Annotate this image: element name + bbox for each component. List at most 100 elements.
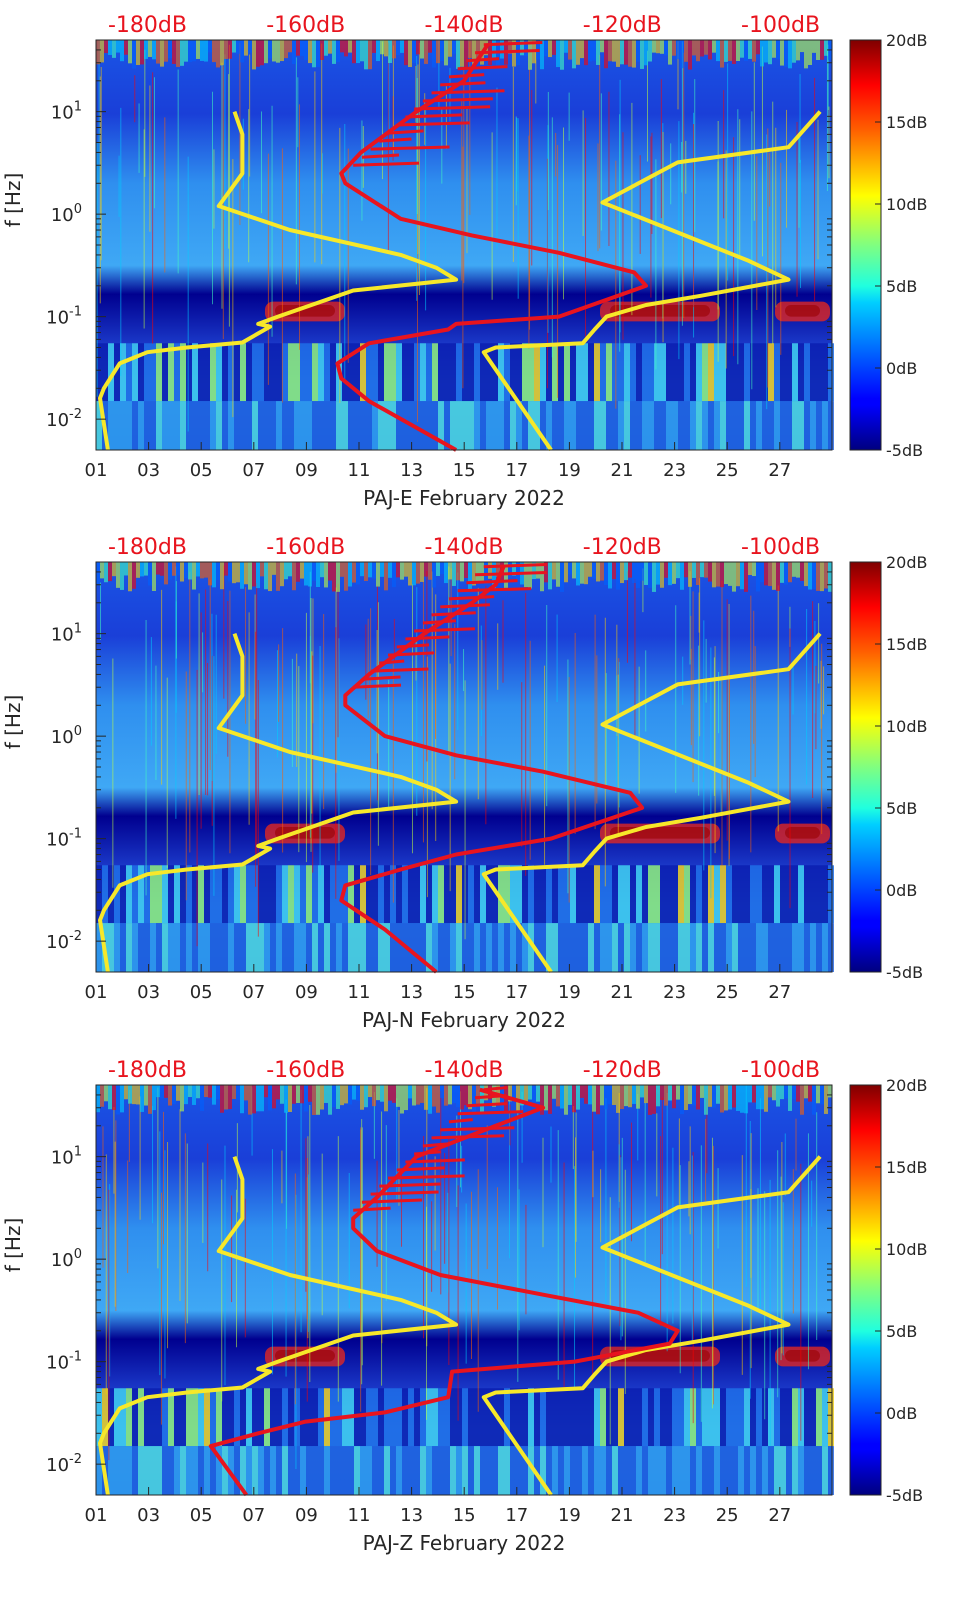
top-db-tick-label: -180dB (108, 1058, 187, 1083)
colorbar-tick-label: 20dB (886, 1076, 928, 1095)
colorbar-tick-label: 10dB (886, 717, 928, 736)
x-tick-label: 09 (295, 460, 318, 481)
colorbar-tick-label: 0dB (886, 1404, 917, 1423)
colorbar-tick-label: 20dB (886, 553, 928, 572)
x-tick-label: 05 (190, 1505, 213, 1526)
spectrogram-heatmap (96, 562, 834, 972)
noise-model-curve-red-jitter (353, 563, 547, 689)
x-tick-label: 07 (242, 1505, 265, 1526)
x-tick-label: 25 (716, 1505, 739, 1526)
x-axis-label: PAJ-E February 2022 (363, 486, 565, 510)
y-tick-label: 10-1 (46, 305, 82, 329)
noise-model-curve-yellow-1 (481, 1155, 822, 1497)
x-tick-label: 25 (716, 460, 739, 481)
x-axis-ticks: 01 03 05 07 09 11 13 15 17 19 21 23 25 27 (85, 442, 791, 481)
colorbar-tick-label: 15dB (886, 1158, 928, 1177)
colorbar-tick-label: 20dB (886, 31, 928, 50)
y-tick-label: 10-1 (46, 827, 82, 851)
top-db-tick-label: -160dB (266, 1058, 345, 1083)
top-db-tick-label: -120dB (583, 1058, 662, 1083)
top-db-tick-label: -160dB (266, 13, 345, 38)
x-tick-label: 07 (242, 460, 265, 481)
top-db-tick-label: -180dB (108, 535, 187, 560)
y-tick-label: 101 (51, 622, 82, 646)
y-tick-label: 100 (51, 1247, 82, 1271)
x-tick-label: 15 (453, 1505, 476, 1526)
top-db-tick-label: -120dB (583, 535, 662, 560)
colorbar-tick-label: 15dB (886, 113, 928, 132)
x-tick-label: 19 (558, 982, 581, 1003)
colorbar: 20dB 15dB 10dB 5dB 0dB -5dB (849, 553, 928, 982)
colorbar: 20dB 15dB 10dB 5dB 0dB -5dB (849, 1076, 928, 1505)
top-db-tick-label: -100dB (741, 535, 820, 560)
noise-model-curve-red-jitter (353, 1086, 524, 1212)
x-tick-label: 27 (768, 460, 791, 481)
panel-paj-n: 01 03 05 07 09 11 13 15 17 19 21 23 25 27 PAJ-N Februa… (1, 535, 928, 1032)
top-db-axis: -180dB -160dB -140dB -120dB -100dB (108, 1058, 820, 1083)
y-tick-label: 100 (51, 202, 82, 226)
colorbar-tick-label: 10dB (886, 195, 928, 214)
top-db-tick-label: -160dB (266, 535, 345, 560)
x-tick-label: 21 (611, 982, 634, 1003)
y-tick-label: 10-2 (46, 407, 82, 431)
x-tick-label: 19 (558, 460, 581, 481)
y-axis-ticks: 10-2 10-1 100 101 (46, 1084, 832, 1476)
noise-model-curve-yellow-0 (98, 110, 459, 451)
y-tick-label: 101 (51, 100, 82, 124)
top-db-tick-label: -140dB (425, 1058, 504, 1083)
y-tick-label: 10-2 (46, 929, 82, 953)
y-axis-ticks: 10-2 10-1 100 101 (46, 39, 832, 431)
colorbar-tick-label: -5dB (886, 441, 923, 460)
y-axis-ticks: 10-2 10-1 100 101 (46, 561, 832, 953)
x-tick-label: 03 (137, 460, 160, 481)
y-tick-label: 101 (51, 1145, 82, 1169)
y-axis-label: f [Hz] (1, 695, 25, 750)
x-tick-label: 17 (505, 1505, 528, 1526)
x-tick-label: 23 (663, 982, 686, 1003)
colorbar-tick-label: -5dB (886, 1486, 923, 1505)
colorbar: 20dB 15dB 10dB 5dB 0dB -5dB (849, 31, 928, 460)
y-axis-label: f [Hz] (1, 1218, 25, 1273)
x-tick-label: 15 (453, 460, 476, 481)
colorbar-tick-label: 0dB (886, 881, 917, 900)
x-axis-ticks: 01 03 05 07 09 11 13 15 17 19 21 23 25 27 (85, 964, 791, 1003)
x-tick-label: 11 (348, 982, 371, 1003)
top-db-axis: -180dB -160dB -140dB -120dB -100dB (108, 13, 820, 38)
noise-model-curve-red-jitter (353, 41, 543, 167)
x-tick-label: 23 (663, 1505, 686, 1526)
x-tick-label: 19 (558, 1505, 581, 1526)
top-db-tick-label: -120dB (583, 13, 662, 38)
x-tick-label: 05 (190, 460, 213, 481)
x-tick-label: 13 (400, 1505, 423, 1526)
x-tick-label: 25 (716, 982, 739, 1003)
colorbar-tick-label: 10dB (886, 1240, 928, 1259)
noise-model-curve-yellow-0 (98, 1155, 459, 1496)
x-tick-label: 01 (85, 460, 108, 481)
x-tick-label: 09 (295, 1505, 318, 1526)
colorbar-tick-label: 5dB (886, 1322, 917, 1341)
colorbar-tick-label: -5dB (886, 963, 923, 982)
x-tick-label: 09 (295, 982, 318, 1003)
x-tick-label: 13 (400, 460, 423, 481)
x-tick-label: 11 (348, 1505, 371, 1526)
panel-paj-e: 01 03 05 07 09 11 13 15 17 19 21 23 25 27 PAJ-E Februa… (1, 13, 928, 510)
noise-model-curve-yellow-1 (481, 110, 822, 452)
x-tick-label: 15 (453, 982, 476, 1003)
x-tick-label: 03 (137, 1505, 160, 1526)
x-tick-label: 01 (85, 1505, 108, 1526)
top-db-tick-label: -140dB (425, 535, 504, 560)
colorbar-tick-label: 5dB (886, 277, 917, 296)
y-tick-label: 10-2 (46, 1452, 82, 1476)
x-tick-label: 01 (85, 982, 108, 1003)
spectrogram-heatmap (96, 40, 834, 450)
x-tick-label: 21 (611, 1505, 634, 1526)
x-tick-label: 17 (505, 982, 528, 1003)
x-axis-label: PAJ-Z February 2022 (363, 1531, 566, 1555)
colorbar-tick-label: 15dB (886, 635, 928, 654)
x-tick-label: 17 (505, 460, 528, 481)
top-db-tick-label: -180dB (108, 13, 187, 38)
top-db-tick-label: -100dB (741, 13, 820, 38)
x-tick-label: 03 (137, 982, 160, 1003)
x-axis-ticks: 01 03 05 07 09 11 13 15 17 19 21 23 25 27 (85, 1487, 791, 1526)
